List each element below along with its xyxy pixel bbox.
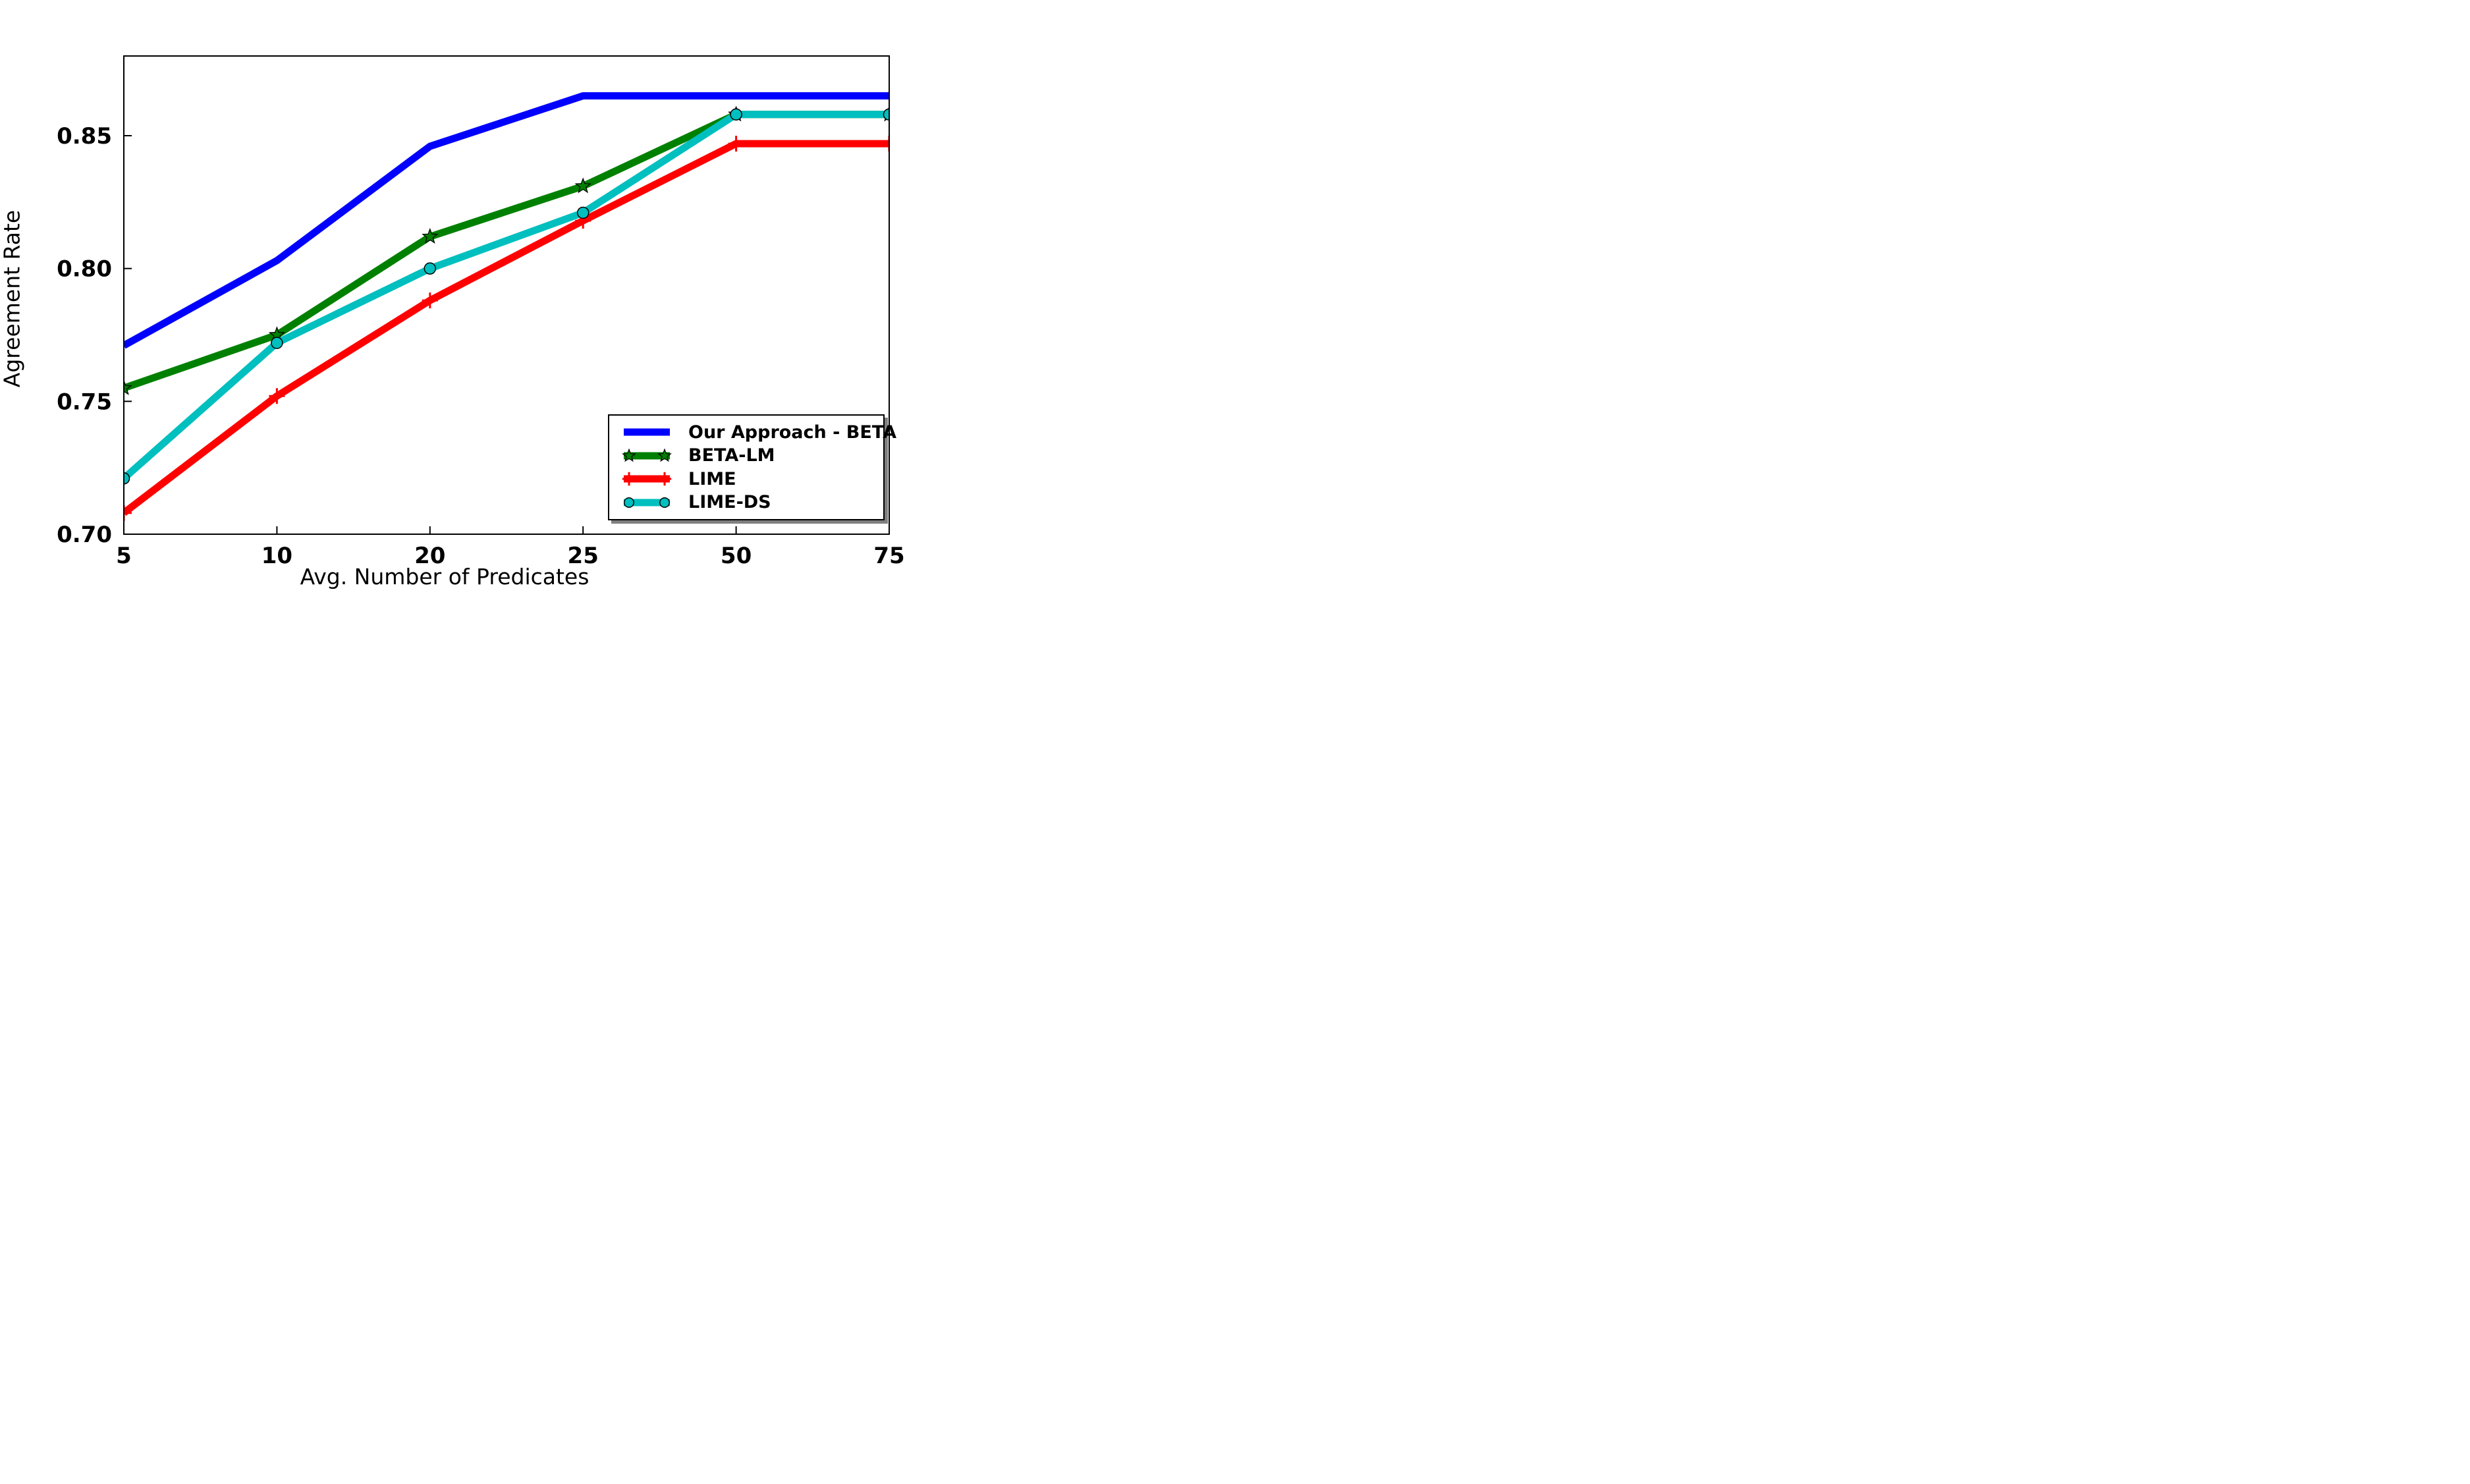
x-axis-label: Avg. Number of Predicates xyxy=(300,564,590,590)
x-tick-label: 50 xyxy=(721,543,752,569)
series-line-lime xyxy=(124,136,889,521)
series-line-beta-lm xyxy=(124,105,889,395)
axis-ticks: 0.70 0.75 0.80 0.85 5 10 20 25 50 75 xyxy=(57,123,905,569)
series-lines xyxy=(124,92,889,521)
cyan-circle-line-swatch-icon xyxy=(624,497,670,508)
green-star-line-swatch-icon xyxy=(622,448,672,462)
legend: Our Approach - BETA BETA-LM LIME LIME-DS xyxy=(608,414,896,520)
legend-label: BETA-LM xyxy=(688,445,775,466)
x-tick-label: 25 xyxy=(568,543,599,569)
x-tick-label: 20 xyxy=(414,543,445,569)
legend-entry-lime-ds: LIME-DS xyxy=(621,492,877,513)
legend-entry-our-approach-beta: Our Approach - BETA xyxy=(621,422,896,443)
plot-area: 0.70 0.75 0.80 0.85 5 10 20 25 50 75 xyxy=(57,55,905,569)
y-axis-label: Agreement Rate xyxy=(0,209,25,388)
legend-label: LIME-DS xyxy=(688,492,771,513)
y-tick-label: 0.85 xyxy=(57,123,112,150)
legend-entry-lime: LIME xyxy=(621,468,877,489)
y-tick-label: 0.70 xyxy=(57,522,112,548)
x-tick-label: 5 xyxy=(116,543,132,569)
line-chart-figure: 0.70 0.75 0.80 0.85 5 10 20 25 50 75 Avg. Number … xyxy=(0,0,988,593)
series-line-our-approach-beta xyxy=(124,92,889,349)
series-line-lime-ds xyxy=(124,108,889,485)
y-tick-label: 0.80 xyxy=(57,256,112,283)
legend-entry-beta-lm: BETA-LM xyxy=(621,445,877,466)
legend-label: Our Approach - BETA xyxy=(688,422,896,443)
blue-line-swatch-icon xyxy=(624,428,670,436)
red-plus-line-swatch-icon xyxy=(622,472,672,486)
legend-label: LIME xyxy=(688,468,736,489)
x-tick-label: 75 xyxy=(873,543,904,569)
x-tick-label: 10 xyxy=(261,543,292,569)
y-tick-label: 0.75 xyxy=(57,389,112,415)
axes-spines xyxy=(123,55,890,535)
